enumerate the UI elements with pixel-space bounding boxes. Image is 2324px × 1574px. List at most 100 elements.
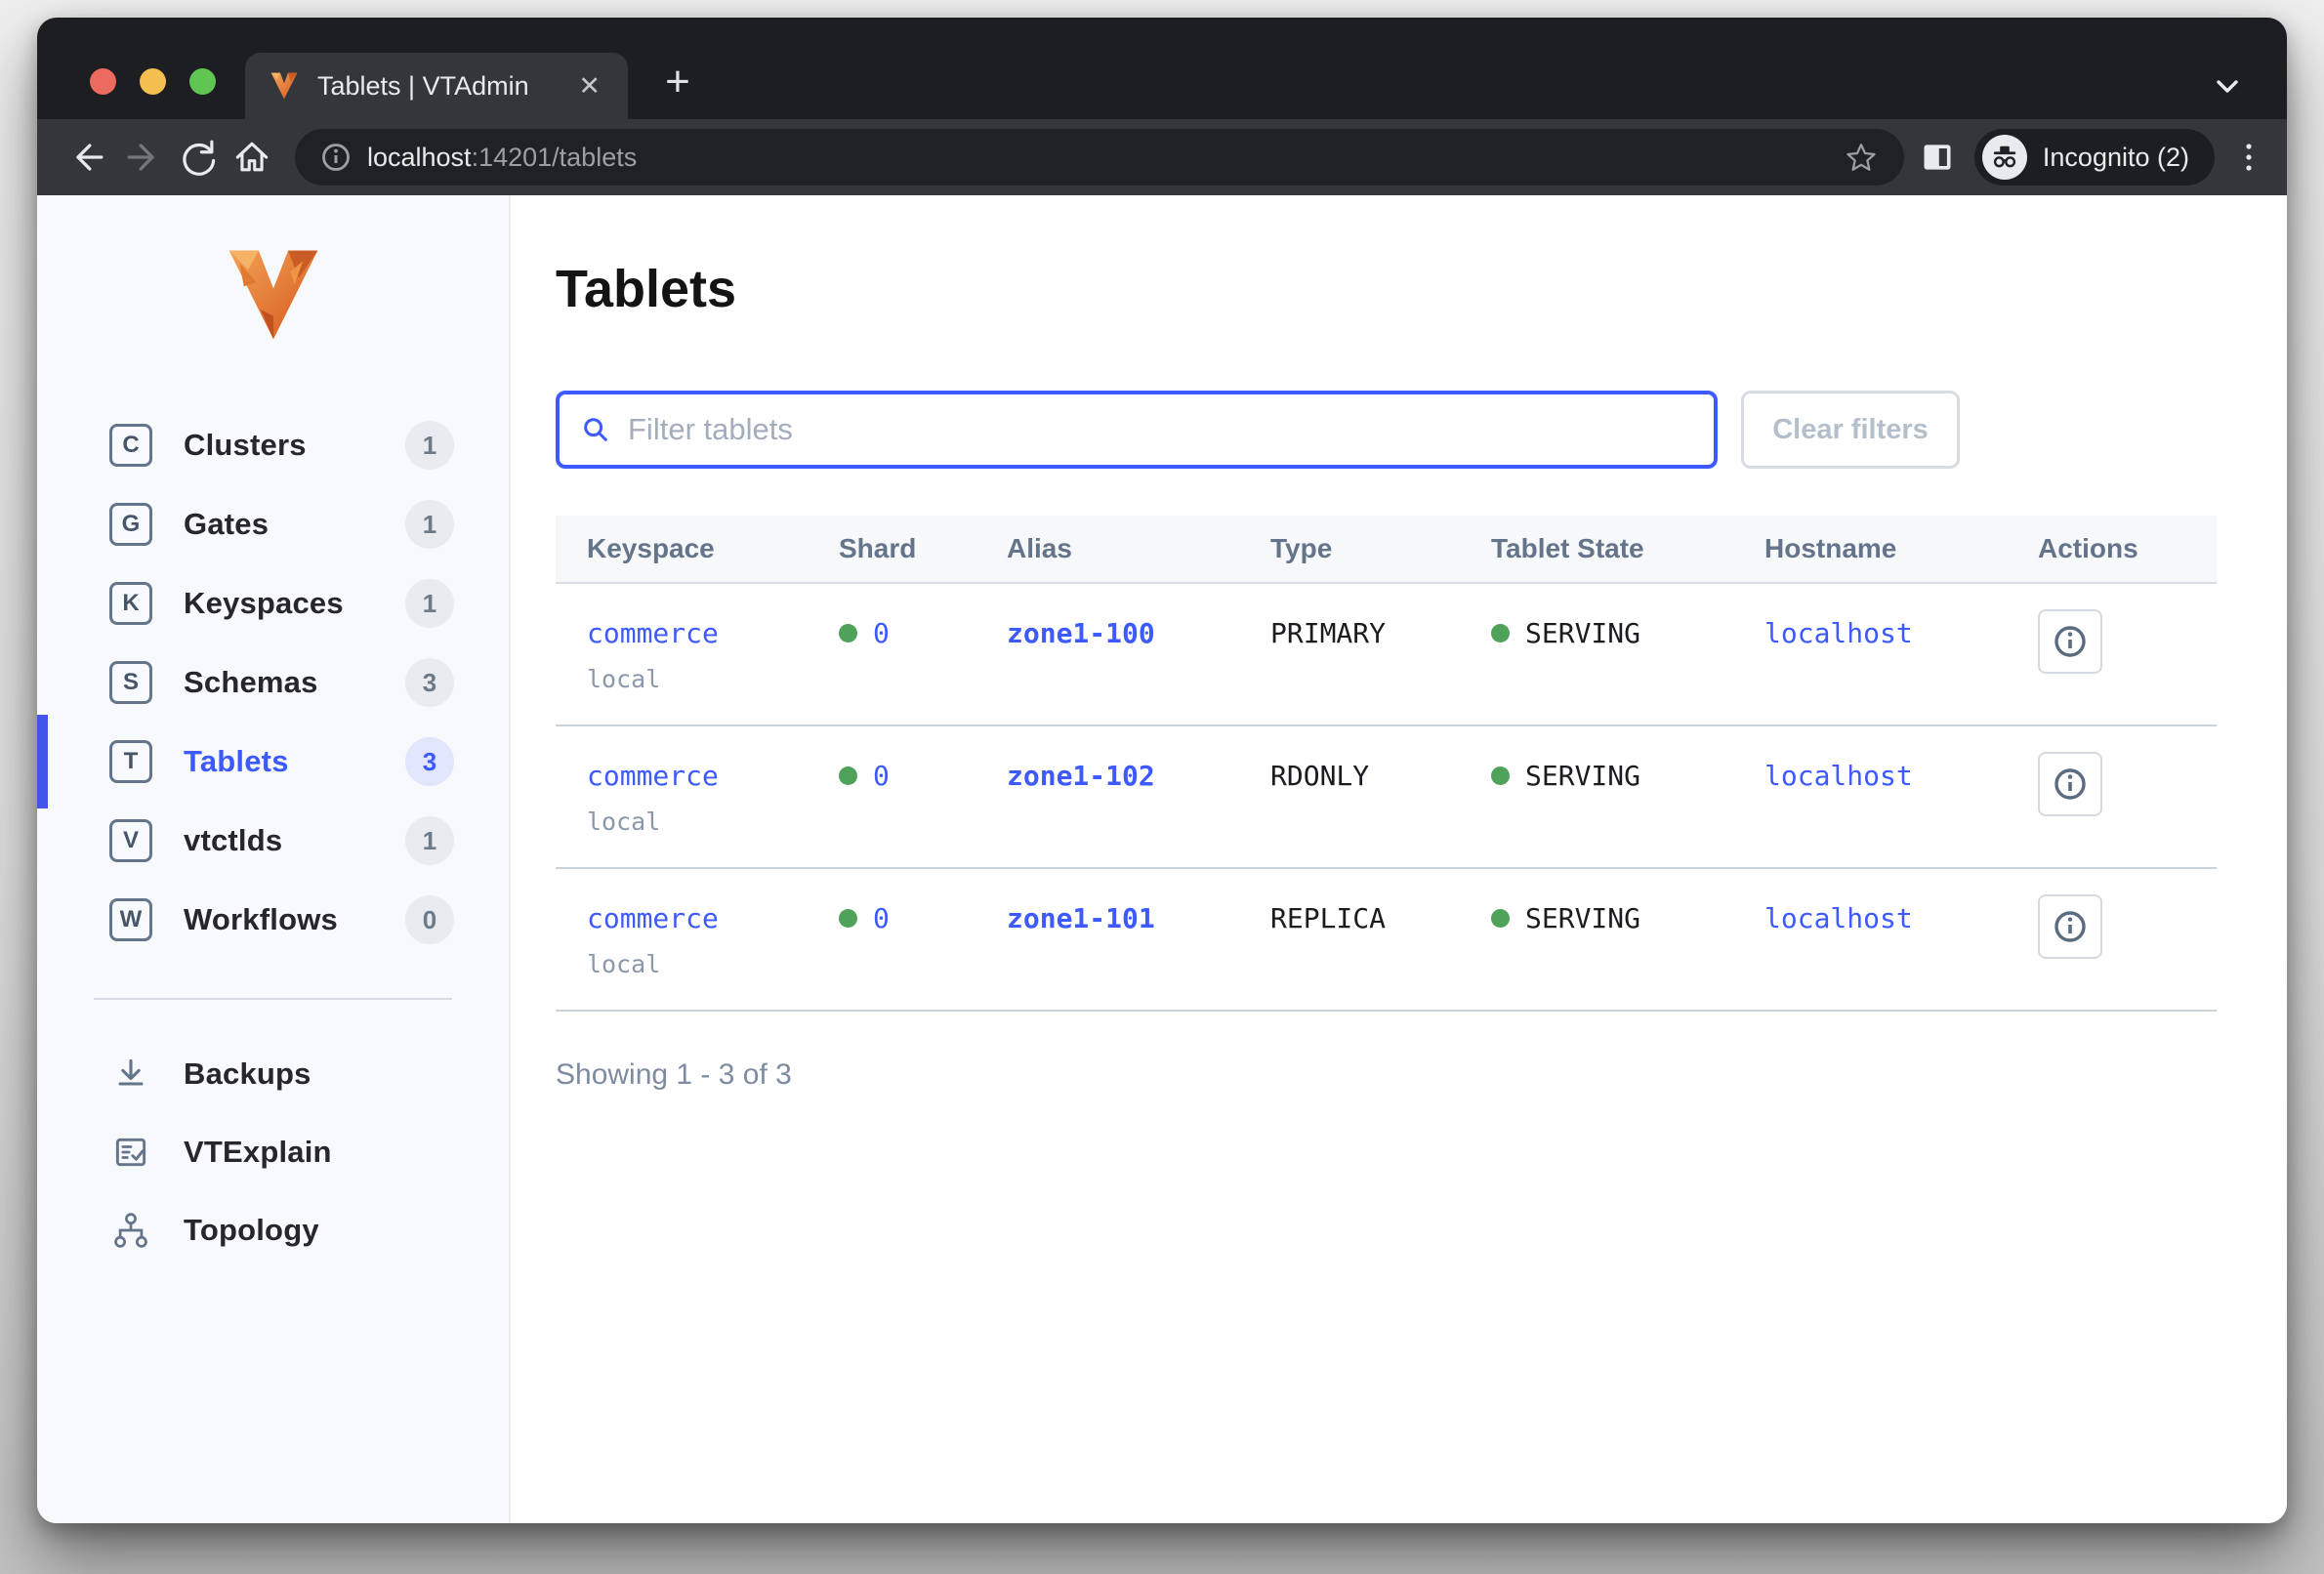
table-row: commerce local 0 zone1-102 RD	[556, 726, 2217, 869]
sidebar-item-label: Workflows	[184, 902, 338, 936]
hostname-cell: localhost	[1764, 760, 2038, 792]
hostname-link[interactable]: localhost	[1764, 902, 1913, 934]
table-row: commerce local 0 zone1-101 RE	[556, 869, 2217, 1012]
reload-button[interactable]	[170, 130, 225, 185]
alias-cell: zone1-102	[1007, 760, 1270, 792]
app-content: C Clusters 1 G Gates 1 K Keyspaces 1	[37, 195, 2287, 1523]
maximize-window-button[interactable]	[189, 68, 216, 95]
sidebar-item-clusters[interactable]: C Clusters 1	[37, 414, 509, 476]
shard-cell: 0	[839, 902, 1007, 934]
minimize-window-button[interactable]	[140, 68, 166, 95]
shard-status-dot	[839, 766, 857, 785]
shard-link[interactable]: 0	[873, 617, 890, 649]
tablet-info-button[interactable]	[2038, 609, 2102, 674]
sidebar-item-tablets[interactable]: T Tablets 3	[37, 715, 509, 808]
table-body: commerce local 0 zone1-100 PR	[556, 584, 2217, 1012]
column-header: Tablet State	[1491, 533, 1644, 563]
serving-status-dot	[1491, 909, 1510, 928]
sidebar-item-vtctlds[interactable]: V vtctlds 1	[37, 809, 509, 872]
letter-icon: T	[109, 740, 152, 783]
tablet-alias-link[interactable]: zone1-100	[1007, 617, 1155, 649]
browser-tab[interactable]: Tablets | VTAdmin ✕	[245, 53, 628, 119]
shard-status-dot	[839, 624, 857, 642]
letter-icon: W	[109, 898, 152, 941]
sidebar-item-gates[interactable]: G Gates 1	[37, 493, 509, 556]
browser-window: Tablets | VTAdmin ✕ + localh	[37, 18, 2287, 1523]
shard-link[interactable]: 0	[873, 902, 890, 934]
sidebar-item-workflows[interactable]: W Workflows 0	[37, 889, 509, 951]
home-button[interactable]	[225, 130, 279, 185]
shard-cell: 0	[839, 617, 1007, 649]
sidebar-item-vtexplain[interactable]: VTExplain	[37, 1121, 509, 1183]
type-cell: PRIMARY	[1270, 617, 1491, 649]
url-bar[interactable]: localhost:14201/tablets	[295, 129, 1904, 186]
site-info-icon[interactable]	[320, 142, 352, 173]
actions-cell	[2038, 609, 2217, 674]
actions-cell	[2038, 894, 2217, 959]
sidebar-item-label: Gates	[184, 507, 270, 541]
hostname-link[interactable]: localhost	[1764, 760, 1913, 792]
sidebar-item-label: Clusters	[184, 428, 307, 462]
count-badge: 1	[405, 816, 454, 865]
letter-icon: C	[109, 424, 152, 467]
count-badge: 3	[405, 658, 454, 707]
sidebar-item-label: Backups	[184, 1056, 311, 1091]
sidebar: C Clusters 1 G Gates 1 K Keyspaces 1	[37, 195, 511, 1523]
count-badge: 1	[405, 500, 454, 549]
keyspace-link[interactable]: commerce	[587, 617, 719, 649]
table-row: commerce local 0 zone1-100 PR	[556, 584, 2217, 726]
close-window-button[interactable]	[90, 68, 116, 95]
forward-button[interactable]	[115, 130, 170, 185]
back-button[interactable]	[61, 130, 115, 185]
column-header: Type	[1270, 533, 1333, 563]
state-cell: SERVING	[1491, 902, 1764, 934]
tablet-state: SERVING	[1525, 617, 1641, 649]
keyspace-cell: commerce local	[587, 902, 839, 978]
column-header: Actions	[2038, 533, 2138, 563]
sidebar-divider	[94, 998, 452, 1000]
table-header-row: Keyspace Shard Alias Type Tablet State H…	[556, 516, 2217, 584]
count-badge: 0	[405, 895, 454, 944]
keyspace-link[interactable]: commerce	[587, 902, 719, 934]
bookmark-star-icon[interactable]	[1844, 140, 1879, 175]
alias-cell: zone1-100	[1007, 617, 1270, 649]
sidebar-item-backups[interactable]: Backups	[37, 1043, 509, 1105]
keyspace-cell: commerce local	[587, 617, 839, 693]
tablet-alias-link[interactable]: zone1-101	[1007, 902, 1155, 934]
shard-link[interactable]: 0	[873, 760, 890, 792]
state-cell: SERVING	[1491, 617, 1764, 649]
count-badge: 1	[405, 421, 454, 470]
keyspace-link[interactable]: commerce	[587, 760, 719, 792]
hostname-link[interactable]: localhost	[1764, 617, 1913, 649]
hostname-cell: localhost	[1764, 902, 2038, 934]
main-panel: Tablets Clear filters Keyspace Shard Ali…	[511, 195, 2287, 1523]
incognito-badge[interactable]: Incognito (2)	[1973, 129, 2215, 186]
tablet-alias-link[interactable]: zone1-102	[1007, 760, 1155, 792]
cluster-name: local	[587, 808, 661, 836]
browser-menu-icon[interactable]	[2234, 140, 2263, 175]
serving-status-dot	[1491, 624, 1510, 642]
table-pagination-summary: Showing 1 - 3 of 3	[556, 1058, 792, 1091]
sidebar-item-keyspaces[interactable]: K Keyspaces 1	[37, 572, 509, 635]
tab-search-chevron-icon[interactable]	[2213, 76, 2242, 98]
download-icon	[109, 1055, 152, 1094]
new-tab-button[interactable]: +	[665, 58, 690, 105]
filter-row: Clear filters	[556, 391, 2217, 469]
tablet-state: SERVING	[1525, 902, 1641, 934]
sidebar-item-label: Schemas	[184, 665, 318, 699]
count-badge: 1	[405, 579, 454, 628]
type-cell: REPLICA	[1270, 902, 1491, 934]
tablet-info-button[interactable]	[2038, 752, 2102, 816]
sidebar-item-schemas[interactable]: S Schemas 3	[37, 651, 509, 714]
clear-filters-button[interactable]: Clear filters	[1741, 391, 1960, 469]
close-tab-icon[interactable]: ✕	[578, 70, 601, 101]
letter-icon: G	[109, 503, 152, 546]
filter-tablets-input[interactable]	[626, 411, 1692, 448]
tablet-info-button[interactable]	[2038, 894, 2102, 959]
info-icon	[2054, 911, 2086, 942]
window-controls	[90, 68, 216, 95]
sidebar-item-label: Tablets	[184, 744, 289, 778]
side-panel-icon[interactable]	[1920, 140, 1955, 175]
sidebar-item-topology[interactable]: Topology	[37, 1199, 509, 1262]
incognito-icon	[1981, 135, 2027, 180]
